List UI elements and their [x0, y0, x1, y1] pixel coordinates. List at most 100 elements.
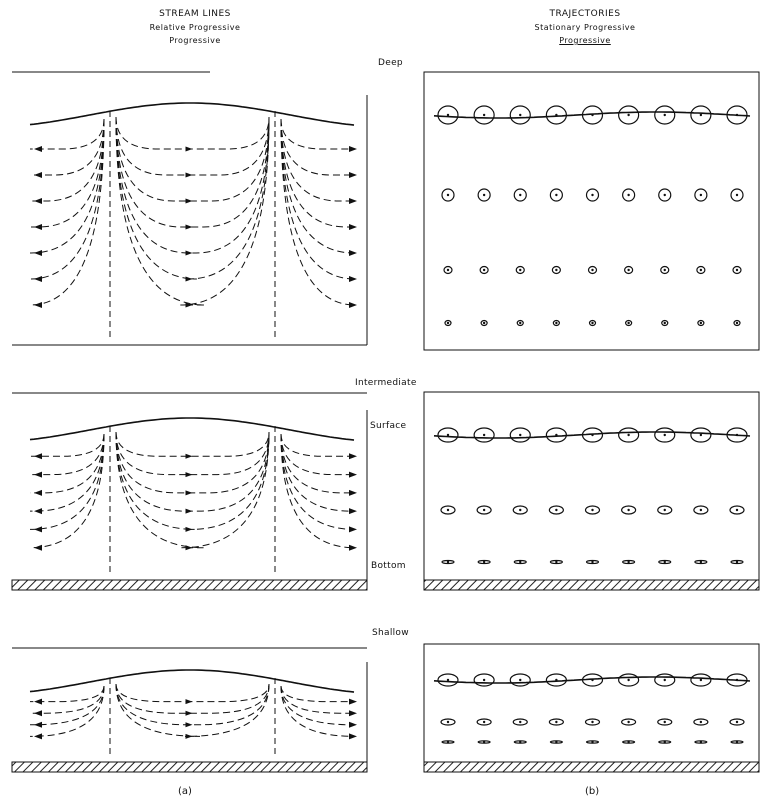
particle-orbit [694, 188, 708, 202]
orbit-center [482, 193, 486, 197]
right-header-title: TRAJECTORIES [549, 9, 621, 19]
particle-orbit [697, 319, 705, 327]
flow-arrow [185, 198, 193, 204]
orbit-center [735, 321, 739, 325]
flow-arrow [185, 472, 193, 478]
flow-arrow [349, 710, 357, 717]
particle-orbit [479, 265, 489, 275]
particle-orbit [441, 188, 455, 202]
flow-arrow [185, 710, 193, 716]
streamline-left [30, 433, 105, 457]
orbit-center [519, 113, 522, 117]
orbit-center [699, 740, 703, 744]
streamline-right [280, 118, 355, 228]
particle-orbit [473, 673, 495, 687]
flow-arrow [349, 198, 357, 204]
streamline-center [115, 683, 270, 714]
particle-orbit [515, 265, 525, 275]
orbit-center [627, 678, 630, 682]
streamline-panel-intermediate [10, 385, 375, 600]
trajectory-panel-intermediate [420, 390, 765, 600]
flow-arrow [349, 526, 357, 533]
particle-orbit [618, 105, 640, 125]
particle-orbit [690, 673, 712, 687]
particle-orbit [622, 740, 636, 744]
orbit-center [555, 321, 558, 325]
particle-orbit [654, 427, 676, 443]
particle-orbit [658, 740, 672, 744]
particle-orbit [657, 718, 673, 726]
particle-orbit [581, 105, 604, 125]
right-column-header: TRAJECTORIES Stationary Progressive Prog… [495, 8, 675, 47]
label-deep: Deep [378, 58, 403, 68]
streamline-right [280, 118, 356, 306]
particle-orbit [694, 740, 708, 744]
flow-arrow [349, 276, 357, 282]
orbit-center [663, 193, 666, 197]
particle-orbit [549, 188, 563, 202]
orbit-center [663, 740, 666, 744]
particle-orbit [657, 505, 673, 515]
flow-arrow [34, 172, 42, 178]
particle-orbit [440, 505, 456, 515]
streamline-left [30, 433, 105, 494]
flow-arrow [349, 508, 357, 515]
flow-arrow [349, 544, 357, 551]
left-header-subtitle2: Progressive [169, 36, 221, 45]
orbit-center [555, 678, 558, 682]
streamline-center [115, 116, 270, 306]
orbit-center [555, 508, 558, 512]
streamline-right [280, 433, 355, 512]
orbit-center [482, 508, 486, 512]
streamline-center [115, 116, 270, 280]
streamline-svg-shallow [11, 647, 368, 773]
streamline-center [115, 116, 270, 254]
flow-arrow [185, 224, 193, 230]
flow-arrow [34, 698, 42, 705]
streamline-panel-deep [10, 60, 375, 350]
orbit-center [591, 508, 594, 512]
streamline-right [280, 433, 355, 494]
streamline-center [115, 116, 270, 150]
streamline-center [115, 683, 270, 737]
orbit-center [519, 560, 522, 564]
flow-arrow [34, 453, 42, 460]
orbit-center [735, 678, 739, 682]
particle-orbit [480, 319, 488, 327]
orbit-center [699, 321, 703, 325]
particle-orbit [545, 427, 567, 443]
particle-orbit [513, 559, 527, 565]
particle-orbit [512, 505, 528, 515]
streamline-center [115, 431, 270, 494]
particle-orbit [618, 673, 640, 687]
orbit-center [699, 268, 703, 272]
flow-arrow [185, 302, 193, 308]
label-intermediate: Intermediate [355, 378, 417, 388]
particle-orbit [654, 673, 676, 687]
orbit-center [735, 113, 739, 117]
particle-orbit [549, 740, 563, 744]
caption-left: (a) [178, 786, 192, 797]
streamline-center [115, 116, 270, 202]
streamline-center [115, 116, 270, 176]
flow-arrow [34, 508, 42, 515]
orbit-center [627, 508, 630, 512]
particle-orbit [693, 505, 709, 515]
orbit-center [735, 508, 739, 512]
right-header-subtitle: Stationary Progressive [534, 23, 636, 32]
orbit-center [446, 560, 450, 564]
particle-orbit [509, 105, 531, 125]
orbit-center [555, 193, 558, 197]
streamline-right [280, 118, 355, 176]
particle-orbit [437, 673, 459, 687]
orbit-center [446, 678, 450, 682]
particle-orbit [588, 319, 597, 327]
particle-orbit [658, 188, 672, 202]
particle-orbit [473, 427, 495, 443]
flow-arrow [349, 250, 357, 256]
flow-arrow [185, 526, 193, 532]
orbit-center [627, 193, 630, 197]
particle-orbit [513, 188, 527, 202]
particle-orbit [621, 718, 637, 726]
seabed-hatching [11, 579, 368, 591]
